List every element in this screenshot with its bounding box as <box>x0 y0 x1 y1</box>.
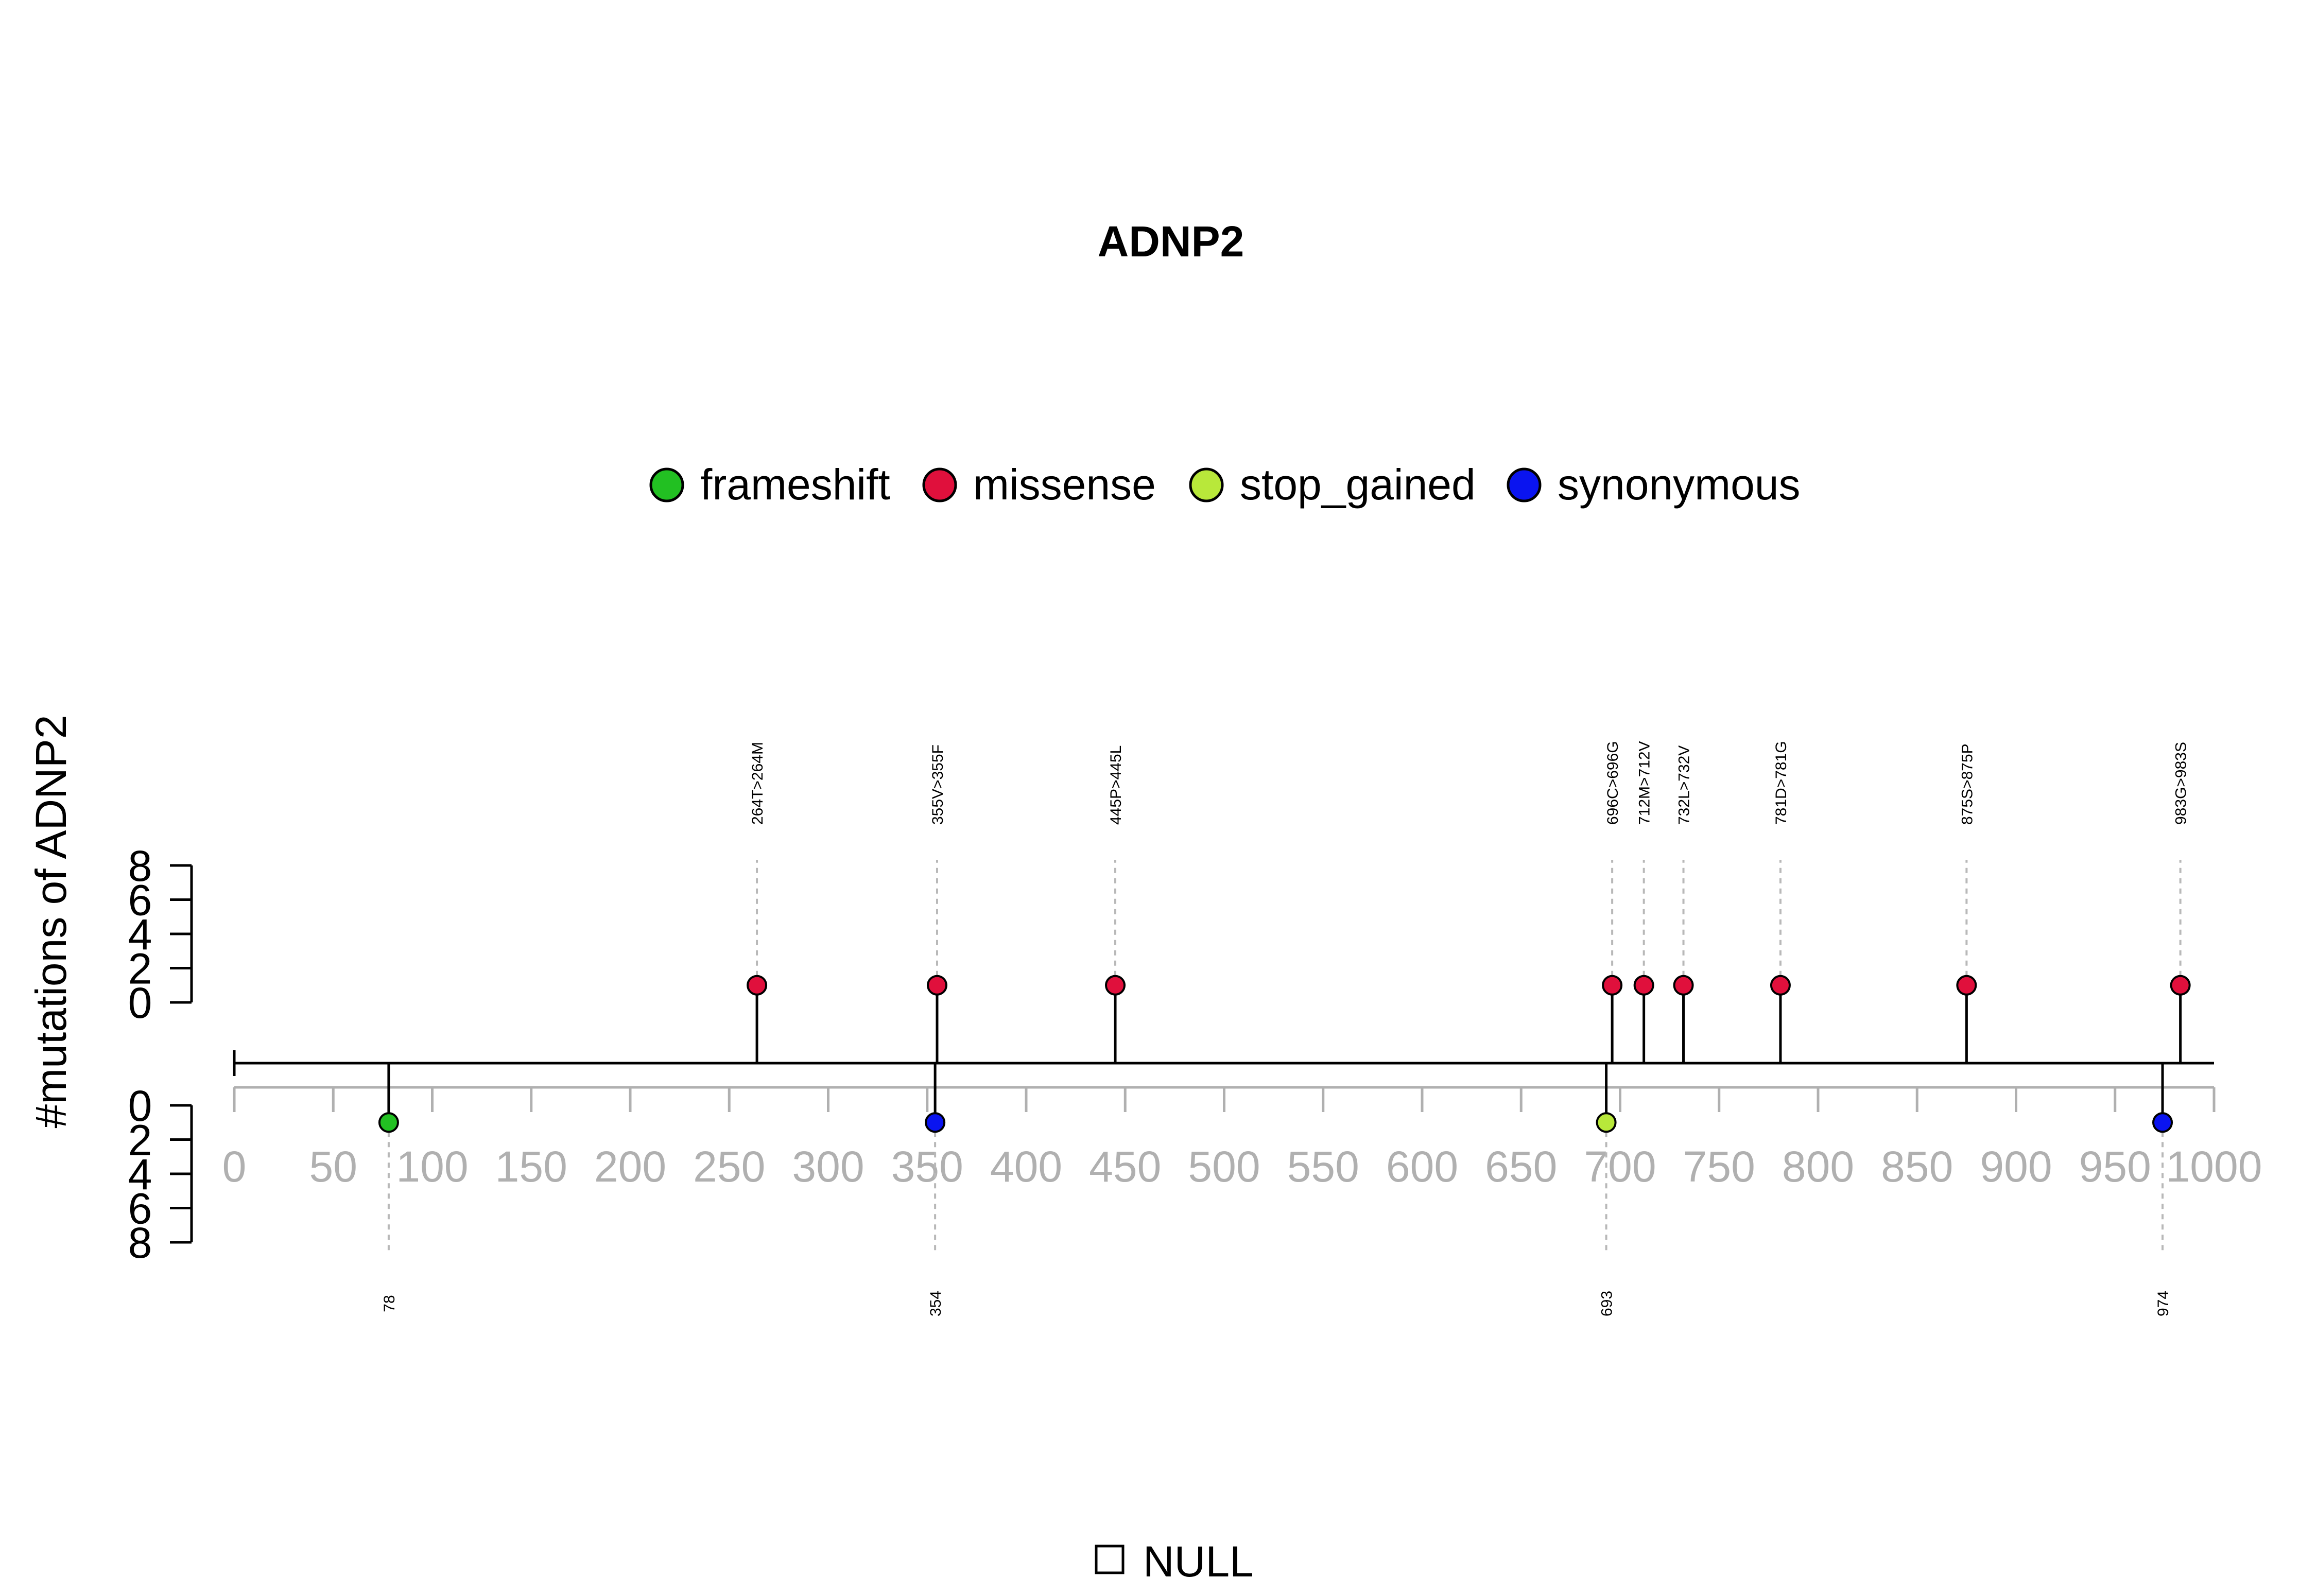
legend-item-missense: missense <box>922 460 1156 509</box>
x-tick-label: 350 <box>891 1142 963 1191</box>
legend-swatch <box>1189 467 1224 502</box>
protein-backbone <box>233 1050 2214 1076</box>
mutation-point <box>1105 975 1126 996</box>
legend-item-frameshift: frameshift <box>649 460 890 509</box>
mutation-point <box>2170 975 2191 996</box>
legend-swatch <box>922 467 957 502</box>
x-tick-label: 850 <box>1881 1142 1953 1191</box>
mutation-label: 974 <box>2155 1291 2172 1316</box>
x-tick-label: 50 <box>309 1142 357 1191</box>
mutation-point <box>2152 1112 2173 1133</box>
lower-y-tick-label: 6 <box>128 1185 152 1233</box>
mutation-label: 78 <box>381 1295 398 1312</box>
mutation-point <box>1956 975 1977 996</box>
mutation-label: 781D>781G <box>1773 741 1790 825</box>
upper-mutations: 264T>264M 355V>355F 445P>445L 696C>696G 712M… <box>747 741 2191 1063</box>
mutation-label: 354 <box>927 1291 944 1316</box>
mutation-label: 712M>712V <box>1636 741 1653 825</box>
upper-y-tick-label: 4 <box>128 910 152 959</box>
x-tick-label: 100 <box>396 1142 468 1191</box>
lower-y-tick-label: 2 <box>128 1116 152 1165</box>
lower-y-tick-label: 0 <box>128 1082 152 1130</box>
x-tick-label: 500 <box>1188 1142 1260 1191</box>
mutation-974: 974 <box>2152 1063 2173 1316</box>
null-legend-box <box>1095 1545 1125 1574</box>
x-tick-label: 700 <box>1584 1142 1656 1191</box>
lower-y-tick-label: 4 <box>128 1150 152 1199</box>
mutation-point <box>1602 975 1623 996</box>
mutation-label: 693 <box>1599 1291 1616 1316</box>
mutation-label: 264T>264M <box>749 742 766 825</box>
lower-mutations: 78 354 693 974 <box>378 1063 2173 1316</box>
mutation-78: 78 <box>378 1063 399 1312</box>
x-axis: 0 50 100 150 200 250 300 350 400 450 500 550 600 650 7… <box>222 1086 2262 1191</box>
mutation-point <box>1596 1112 1617 1133</box>
x-tick-label: 650 <box>1485 1142 1557 1191</box>
lower-y-tick-label: 8 <box>128 1219 152 1267</box>
mutation-264T>264M: 264T>264M <box>747 742 768 1063</box>
mutation-875S>875P: 875S>875P <box>1956 743 1977 1063</box>
mutation-label: 983G>983S <box>2173 742 2190 825</box>
x-tick-label: 300 <box>792 1142 864 1191</box>
x-tick-label: 150 <box>495 1142 567 1191</box>
x-tick-label: 450 <box>1089 1142 1161 1191</box>
mutation-355V>355F: 355V>355F <box>926 744 947 1063</box>
mutation-983G>983S: 983G>983S <box>2170 742 2191 1063</box>
legend-item-stop_gained: stop_gained <box>1189 460 1476 509</box>
bottom-legend: NULL <box>1095 1537 1254 1586</box>
mutation-point <box>1770 975 1791 996</box>
y-axis-label: #mutations of ADNP2 <box>27 715 75 1128</box>
x-tick-label: 550 <box>1287 1142 1359 1191</box>
upper-y-tick-label: 6 <box>128 876 152 925</box>
mutation-label: 445P>445L <box>1108 745 1125 825</box>
mutation-point <box>378 1112 399 1133</box>
mutation-label: 732L>732V <box>1676 745 1693 825</box>
legend-swatch <box>1507 467 1542 502</box>
x-tick-label: 950 <box>2079 1142 2151 1191</box>
null-legend-label: NULL <box>1143 1537 1254 1586</box>
mutation-354: 354 <box>925 1063 946 1316</box>
mutation-point <box>925 1112 946 1133</box>
x-tick-label: 200 <box>594 1142 666 1191</box>
mutation-point <box>1633 975 1654 996</box>
legend-label: stop_gained <box>1240 460 1476 509</box>
mutation-445P>445L: 445P>445L <box>1105 745 1126 1063</box>
mutation-781D>781G: 781D>781G <box>1770 741 1791 1063</box>
upper-y-tick-label: 2 <box>128 945 152 993</box>
mutation-696C>696G: 696C>696G <box>1602 741 1623 1063</box>
legend-label: synonymous <box>1558 460 1801 509</box>
x-tick-label: 400 <box>990 1142 1062 1191</box>
x-tick-label: 800 <box>1782 1142 1854 1191</box>
x-tick-label: 750 <box>1683 1142 1755 1191</box>
mutation-693: 693 <box>1596 1063 1617 1316</box>
legend: frameshift missense stop_gained synonymous <box>649 460 1801 509</box>
x-tick-label: 1000 <box>2166 1142 2262 1191</box>
upper-y-tick-label: 8 <box>128 842 152 890</box>
chart-title: ADNP2 <box>1098 217 1244 266</box>
mutation-point <box>926 975 947 996</box>
mutation-label: 355V>355F <box>929 744 946 825</box>
mutation-point <box>1673 975 1694 996</box>
legend-swatch <box>649 467 684 502</box>
x-tick-label: 0 <box>222 1142 247 1191</box>
mutation-point <box>747 975 768 996</box>
mutation-712M>712V: 712M>712V <box>1633 741 1654 1063</box>
legend-item-synonymous: synonymous <box>1507 460 1801 509</box>
mutation-label: 875S>875P <box>1959 743 1976 825</box>
upper-y-tick-label: 0 <box>128 979 152 1027</box>
legend-label: missense <box>973 460 1156 509</box>
x-tick-label: 250 <box>693 1142 765 1191</box>
mutation-732L>732V: 732L>732V <box>1673 745 1694 1063</box>
legend-label: frameshift <box>700 460 890 509</box>
mutation-label: 696C>696G <box>1604 741 1621 825</box>
x-tick-label: 900 <box>1980 1142 2052 1191</box>
x-tick-label: 600 <box>1386 1142 1458 1191</box>
